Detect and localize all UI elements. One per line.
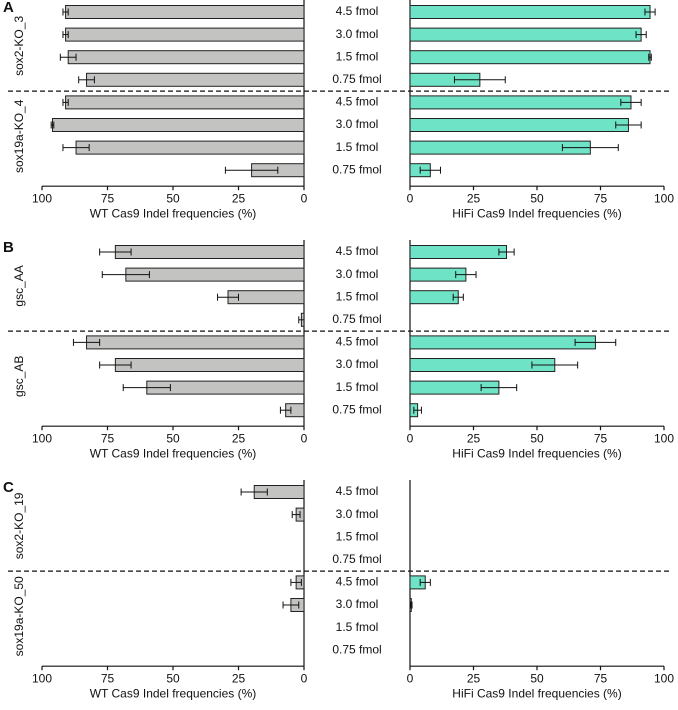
bar — [409, 290, 459, 305]
group-label: gsc_AA — [12, 265, 26, 306]
x-tick-label: 100 — [654, 671, 674, 685]
x-tick-label: 50 — [166, 191, 180, 205]
bar — [86, 335, 305, 350]
category-label: 3.0 fmol — [336, 27, 379, 41]
bar — [125, 267, 305, 282]
x-tick-label: 75 — [101, 671, 115, 685]
x-tick-label: 75 — [101, 431, 115, 445]
bar — [51, 118, 305, 132]
panel-label: B — [3, 239, 14, 256]
category-label: 3.0 fmol — [336, 357, 379, 371]
x-tick-label: 50 — [166, 431, 180, 445]
category-label: 4.5 fmol — [336, 95, 379, 109]
x-tick-label: 100 — [32, 431, 52, 445]
x-tick-label: 25 — [467, 191, 481, 205]
panel-label: C — [3, 479, 14, 496]
x-tick-label: 0 — [407, 671, 414, 685]
category-label: 3.0 fmol — [336, 117, 379, 131]
x-tick-label: 50 — [530, 191, 544, 205]
group-label: sox19a-KO_4 — [12, 99, 26, 173]
bar — [409, 118, 629, 132]
bar — [409, 95, 632, 110]
group-label: sox19a-KO_50 — [12, 576, 26, 656]
x-tick-label: 75 — [101, 191, 115, 205]
category-label: 1.5 fmol — [336, 529, 379, 543]
x-tick-label: 100 — [654, 431, 674, 445]
x-tick-label: 25 — [232, 431, 246, 445]
bar — [409, 245, 508, 259]
bar — [409, 5, 651, 19]
category-label: 0.75 fmol — [332, 162, 381, 176]
category-label: 4.5 fmol — [336, 4, 379, 18]
x-tick-label: 75 — [594, 431, 608, 445]
x-axis-title: WT Cas9 Indel frequencies (%) — [90, 446, 257, 460]
bar — [75, 140, 305, 155]
x-tick-label: 50 — [166, 671, 180, 685]
category-label: 1.5 fmol — [336, 140, 379, 154]
x-tick-label: 25 — [467, 431, 481, 445]
category-label: 1.5 fmol — [336, 620, 379, 634]
x-tick-label: 0 — [407, 431, 414, 445]
bar — [227, 290, 305, 305]
x-tick-label: 25 — [467, 671, 481, 685]
bar — [65, 27, 305, 42]
category-label: 1.5 fmol — [336, 380, 379, 394]
x-tick-label: 100 — [32, 671, 52, 685]
bar — [114, 245, 305, 259]
category-label: 0.75 fmol — [332, 312, 381, 326]
category-label: 1.5 fmol — [336, 289, 379, 303]
category-label: 4.5 fmol — [336, 575, 379, 589]
category-label: 3.0 fmol — [336, 507, 379, 521]
x-tick-label: 50 — [530, 431, 544, 445]
x-tick-label: 100 — [32, 191, 52, 205]
bar — [409, 50, 651, 65]
x-tick-label: 0 — [301, 431, 308, 445]
bar — [67, 50, 305, 65]
x-tick-label: 25 — [232, 191, 246, 205]
bar — [86, 72, 305, 87]
category-label: 0.75 fmol — [332, 642, 381, 656]
category-label: 4.5 fmol — [336, 335, 379, 349]
bar — [409, 27, 642, 42]
x-tick-label: 75 — [594, 191, 608, 205]
x-tick-label: 25 — [232, 671, 246, 685]
category-label: 4.5 fmol — [336, 244, 379, 258]
x-axis-title: WT Cas9 Indel frequencies (%) — [90, 206, 257, 220]
x-tick-label: 0 — [407, 191, 414, 205]
group-label: sox2-KO_3 — [12, 16, 26, 76]
category-label: 3.0 fmol — [336, 597, 379, 611]
category-label: 1.5 fmol — [336, 49, 379, 63]
x-tick-label: 50 — [530, 671, 544, 685]
x-axis-title: HiFi Cas9 Indel frequencies (%) — [452, 446, 621, 460]
x-tick-label: 100 — [654, 191, 674, 205]
x-axis-title: HiFi Cas9 Indel frequencies (%) — [452, 206, 621, 220]
group-label: gsc_AB — [12, 356, 26, 397]
bar — [409, 335, 596, 350]
category-label: 4.5 fmol — [336, 484, 379, 498]
x-axis-title: WT Cas9 Indel frequencies (%) — [90, 686, 257, 700]
category-label: 0.75 fmol — [332, 72, 381, 86]
group-label: sox2-KO_19 — [12, 492, 26, 559]
x-tick-label: 0 — [301, 671, 308, 685]
x-tick-label: 0 — [301, 191, 308, 205]
bar — [65, 5, 305, 19]
bar — [65, 95, 305, 110]
x-tick-label: 75 — [594, 671, 608, 685]
category-label: 3.0 fmol — [336, 267, 379, 281]
panel-label: A — [3, 0, 14, 16]
category-label: 0.75 fmol — [332, 402, 381, 416]
bar — [114, 358, 305, 372]
category-label: 0.75 fmol — [332, 552, 381, 566]
x-axis-title: HiFi Cas9 Indel frequencies (%) — [452, 686, 621, 700]
